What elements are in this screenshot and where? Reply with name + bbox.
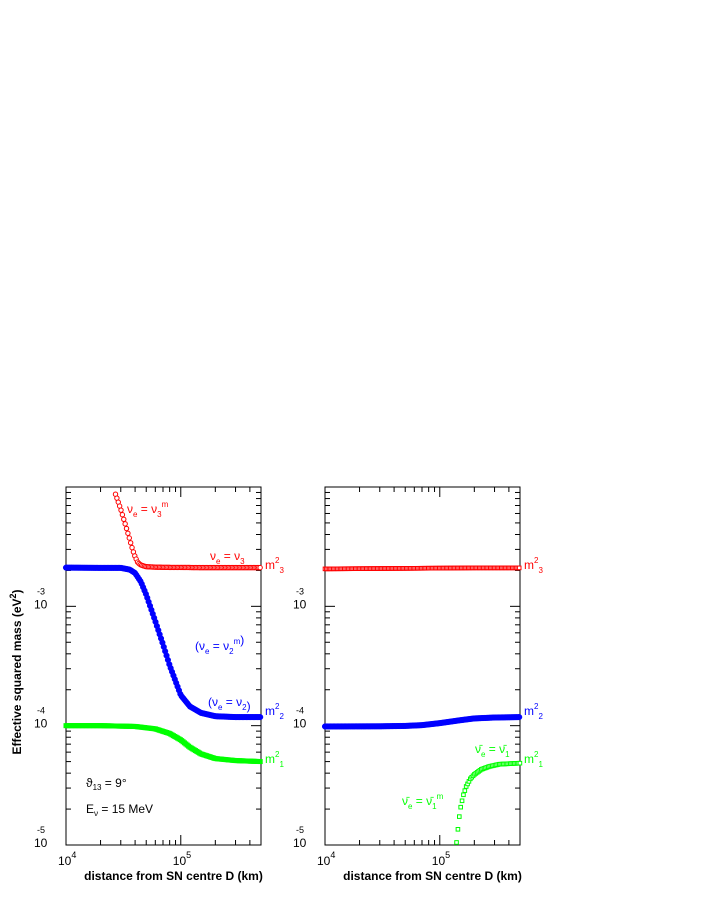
data-point [459, 798, 465, 804]
data-point [118, 507, 124, 513]
y-tick-label: 10-4 [293, 706, 307, 731]
data-point [257, 564, 263, 571]
series-2 [454, 760, 523, 845]
mass-label: m22 [524, 702, 543, 721]
x-tick-label: 104 [58, 850, 76, 868]
curve-annotation: νe = ν3 [210, 549, 245, 566]
y-tick-label: 10-3 [293, 586, 307, 611]
data-point [454, 840, 459, 845]
x-tick-label: 105 [173, 850, 191, 868]
data-point [123, 525, 130, 532]
series-1 [321, 714, 523, 730]
x-tick-label: 104 [317, 850, 335, 868]
y-axis-label: Effective squared mass (eV2) [8, 589, 24, 754]
plot-frame [65, 486, 262, 846]
data-point [127, 540, 134, 546]
x-axis-label: distance from SN centre D (km) [84, 869, 263, 883]
data-point [458, 804, 463, 810]
info-line: Eν = 15 MeV [86, 802, 153, 818]
mass-label: m22 [265, 702, 284, 721]
y-tick-label: 10-4 [34, 706, 48, 731]
series-0 [112, 491, 263, 571]
series-0 [322, 565, 522, 572]
mass-label: m21 [265, 750, 284, 769]
axis-ticks [324, 486, 521, 846]
curve-annotation: (νe = ν2) [208, 695, 251, 713]
mass-label: m23 [524, 556, 543, 575]
data-point [517, 760, 523, 766]
data-point [516, 714, 523, 721]
y-tick-label: 10-5 [293, 825, 307, 850]
series-2 [63, 723, 263, 765]
mass-label: m21 [524, 750, 543, 769]
data-point [122, 521, 128, 527]
curve-annotation: ν̄e = ν̄1 [475, 742, 510, 759]
data-point [516, 565, 522, 571]
y-tick-label: 10-3 [34, 586, 48, 611]
plot-frame [324, 486, 521, 846]
data-point [129, 544, 135, 551]
info-line: ϑ13 = 9° [86, 776, 127, 792]
data-point [457, 814, 462, 819]
data-point [125, 530, 131, 536]
data-point [455, 826, 461, 832]
data-point [119, 512, 126, 518]
right-panel: 104 105 10-5 10-4 10-3 distance from SN centr… [293, 486, 543, 883]
x-tick-label: 105 [432, 850, 450, 868]
y-tick-label: 10-5 [34, 825, 48, 850]
curve-annotation: ν̄e = ν̄1m [402, 792, 444, 811]
data-point [462, 788, 468, 793]
x-axis-label: distance from SN centre D (km) [343, 869, 522, 883]
mass-label: m23 [265, 556, 284, 575]
curve-annotation: (νe = ν2m) [195, 633, 244, 656]
left-panel: 104 105 10-5 10-4 10-3 distance from SN centr… [34, 486, 284, 883]
data-point [121, 516, 127, 522]
data-point [126, 535, 132, 541]
series-1 [62, 564, 264, 721]
data-point [461, 792, 466, 798]
data-point [257, 714, 264, 721]
curve-annotation: νe = ν3m [127, 500, 169, 519]
data-point [257, 759, 263, 765]
